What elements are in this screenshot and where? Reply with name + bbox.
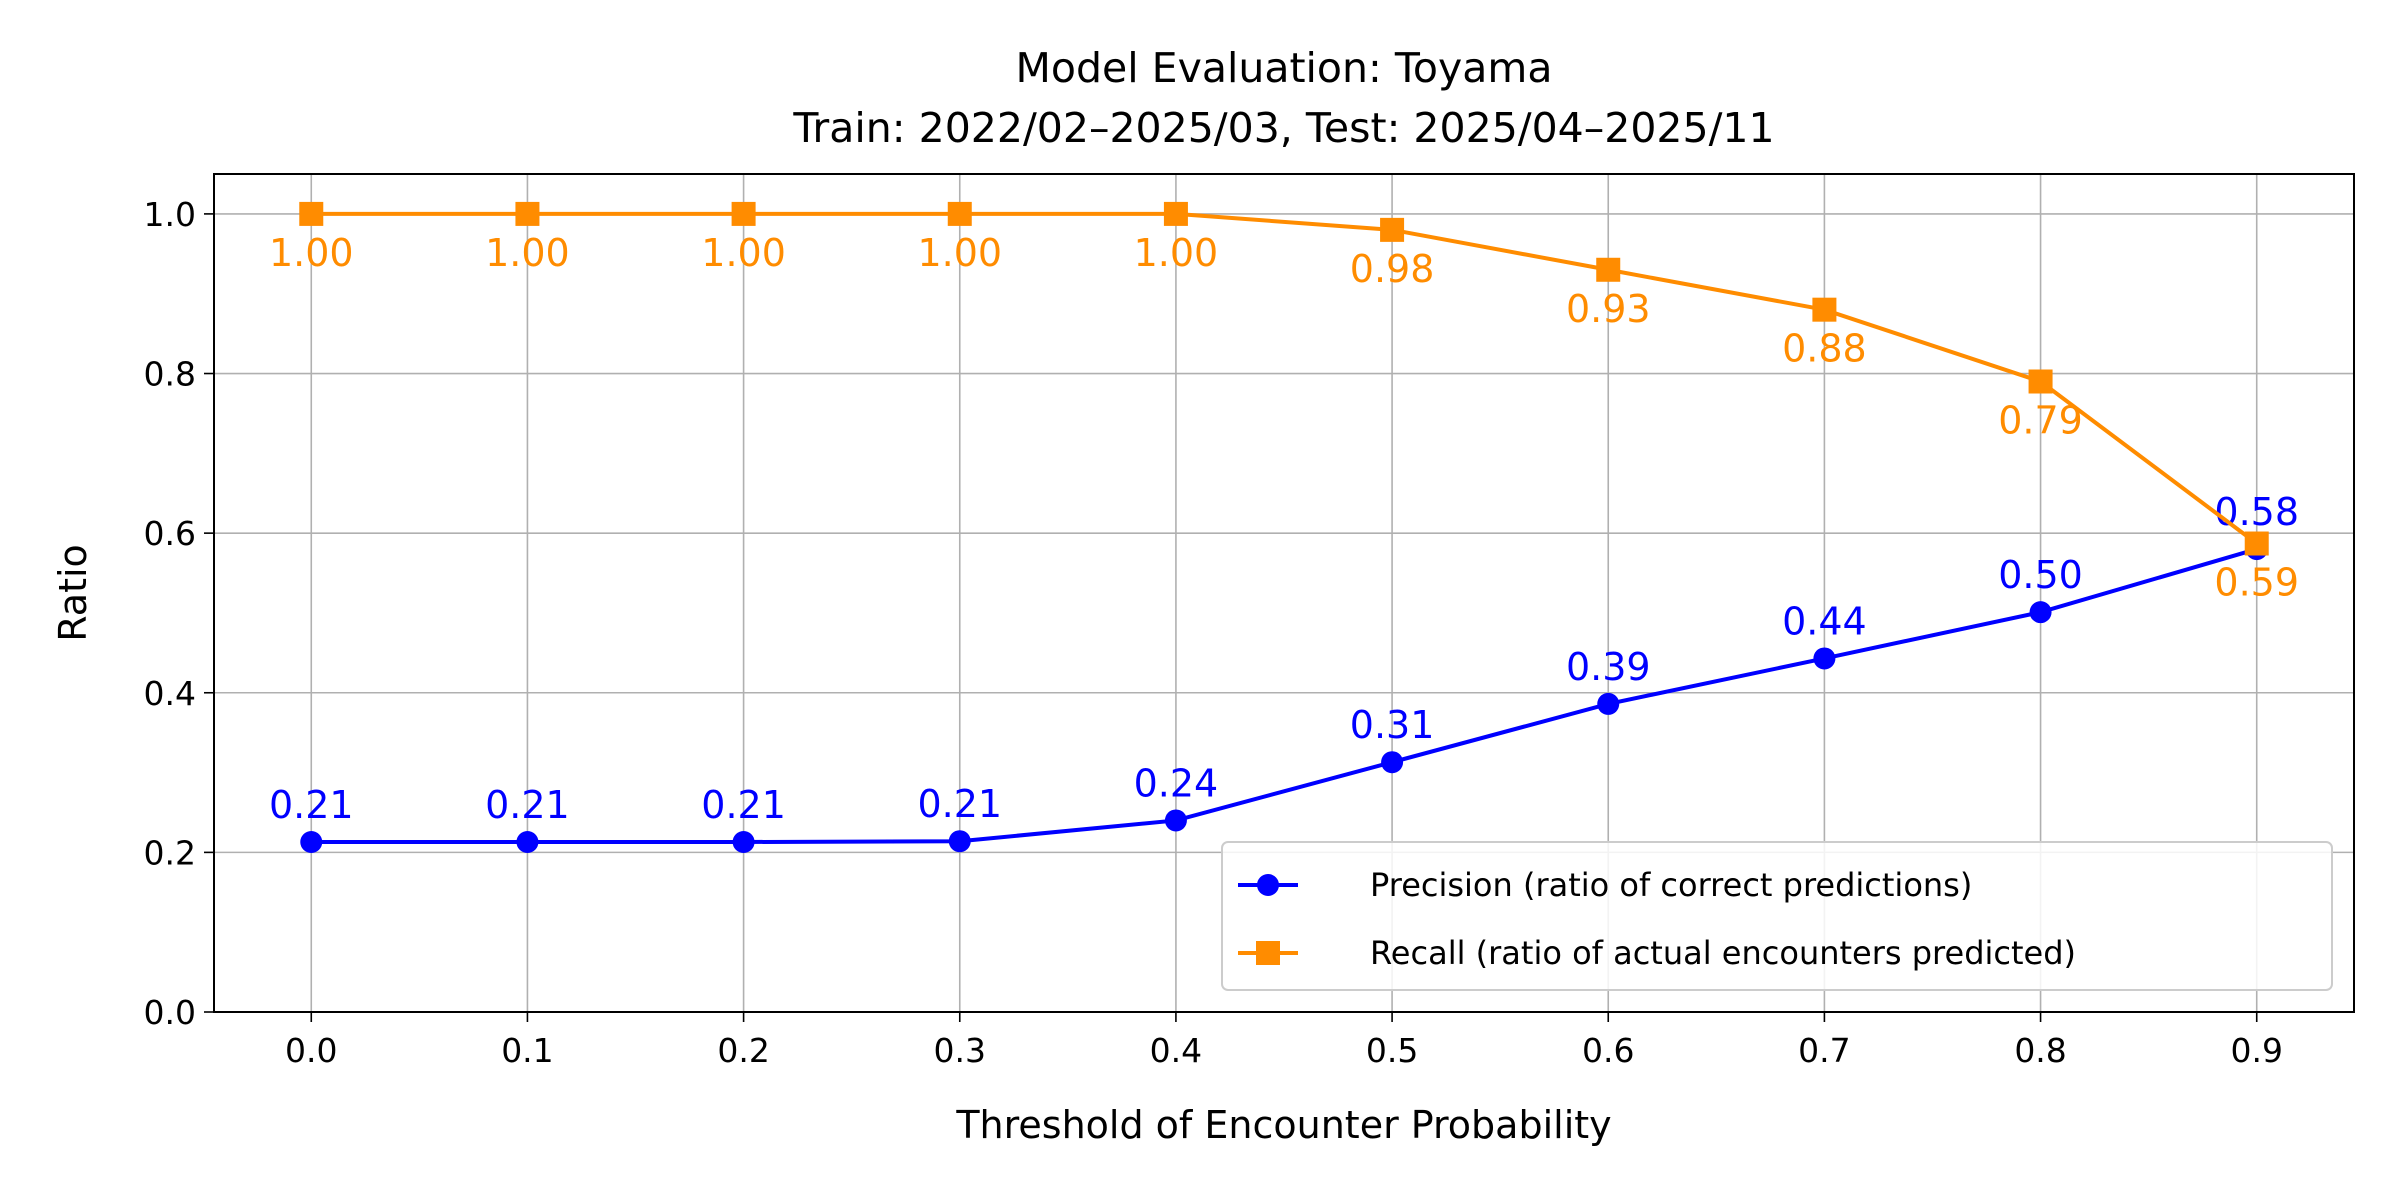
- y-tick-label: 0.0: [144, 993, 196, 1032]
- precision-point: [732, 831, 755, 854]
- x-tick-label: 0.4: [1150, 1031, 1202, 1070]
- precision-point: [300, 831, 323, 854]
- x-tick-label: 0.0: [285, 1031, 337, 1070]
- x-tick-label: 0.5: [1366, 1031, 1418, 1070]
- x-tick-label: 0.2: [717, 1031, 769, 1070]
- data-label: 0.98: [1350, 247, 1435, 291]
- x-tick-label: 0.8: [2014, 1031, 2066, 1070]
- recall-point: [1596, 257, 1621, 282]
- data-label: 1.00: [701, 231, 786, 275]
- legend-marker-square: [1256, 941, 1280, 965]
- data-label: 1.00: [917, 231, 1002, 275]
- precision-point: [948, 830, 971, 853]
- recall-point: [1380, 217, 1405, 242]
- data-label: 0.93: [1566, 287, 1651, 331]
- recall-point: [299, 201, 324, 226]
- data-label: 0.39: [1566, 645, 1651, 689]
- data-label: 0.21: [269, 783, 354, 827]
- x-tick-label: 0.9: [2230, 1031, 2282, 1070]
- legend-entry: Precision (ratio of correct predictions): [1370, 866, 1972, 904]
- legend: Precision (ratio of correct predictions)…: [1221, 841, 2333, 991]
- y-tick-label: 0.4: [144, 674, 196, 713]
- data-label: 1.00: [1134, 231, 1219, 275]
- precision-point: [1813, 647, 1836, 670]
- series-line-precision: [311, 547, 2258, 845]
- y-axis-label: Ratio: [51, 544, 95, 642]
- x-tick-label: 0.7: [1798, 1031, 1850, 1070]
- x-axis-label: Threshold of Encounter Probability: [955, 1103, 1611, 1147]
- precision-point: [516, 831, 539, 854]
- data-label: 1.00: [269, 231, 354, 275]
- y-tick-label: 0.8: [144, 355, 196, 394]
- data-label: 0.59: [2214, 561, 2299, 605]
- legend-marker-circle: [1257, 874, 1279, 896]
- series-line-recall: [311, 211, 2258, 546]
- ticks: 0.0 0.1 0.2 0.3 0.4 0.5 0.6 0.7 0.8 0.9 0.0 0.2 0.4 0…: [144, 195, 2283, 1070]
- data-label: 0.44: [1782, 599, 1867, 643]
- x-tick-label: 0.1: [501, 1031, 553, 1070]
- y-tick-label: 1.0: [144, 195, 196, 234]
- data-label: 0.50: [1998, 553, 2083, 597]
- recall-point: [731, 201, 756, 226]
- x-tick-label: 0.3: [934, 1031, 986, 1070]
- data-label: 0.24: [1134, 761, 1219, 805]
- precision-point: [1597, 692, 1620, 715]
- y-tick-label: 0.2: [144, 833, 196, 872]
- chart-title: Model Evaluation: Toyama: [1016, 44, 1553, 92]
- plot-frame: [213, 173, 2355, 1013]
- recall-point: [2244, 531, 2269, 556]
- data-label: 0.88: [1782, 327, 1867, 371]
- y-tick-label: 0.6: [144, 514, 196, 553]
- series: 0.21 0.21 0.21 0.21 0.24 0.31 0.39 0.44 0.50 0.58…: [269, 201, 2299, 854]
- legend-entry: Recall (ratio of actual encounters predi…: [1370, 934, 2076, 972]
- chart-subtitle: Train: 2022/02–2025/03, Test: 2025/04–20…: [792, 104, 1774, 152]
- recall-point: [947, 201, 972, 226]
- data-label: 0.79: [1998, 399, 2083, 443]
- data-label: 0.31: [1350, 703, 1435, 747]
- precision-point: [2029, 601, 2052, 624]
- data-label: 0.21: [917, 782, 1002, 826]
- precision-point: [1164, 809, 1187, 832]
- recall-point: [1812, 297, 1837, 322]
- data-label: 0.58: [2214, 490, 2299, 534]
- x-tick-label: 0.6: [1582, 1031, 1634, 1070]
- recall-point: [2028, 369, 2053, 394]
- data-label: 0.21: [485, 783, 570, 827]
- data-label: 0.21: [701, 783, 786, 827]
- legend-box: [1221, 841, 2333, 991]
- recall-point: [515, 201, 540, 226]
- data-label: 1.00: [485, 231, 570, 275]
- precision-point: [1381, 751, 1404, 774]
- recall-point: [1163, 201, 1188, 226]
